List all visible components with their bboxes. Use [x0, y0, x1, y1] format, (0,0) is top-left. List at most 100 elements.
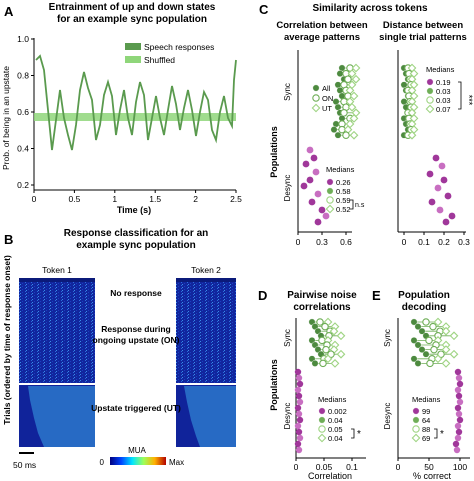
- d-median-marker: [317, 433, 327, 443]
- d-sync-ut-marker: [329, 326, 339, 336]
- c1-xtick-label: 0: [296, 237, 301, 247]
- c1-sync-on-marker: [344, 75, 352, 83]
- c2-median-marker: [426, 96, 434, 104]
- panel-c-title: Similarity across tokens: [312, 3, 427, 14]
- c1-medians-title: Medians: [326, 165, 355, 174]
- e-desync-marker: [456, 398, 464, 406]
- d-median-marker: [318, 407, 326, 415]
- c2-median-value: 0.19: [436, 78, 451, 87]
- d-desync-marker: [296, 416, 304, 424]
- panel-b-ylabel: Trials (ordered by time of response onse…: [2, 255, 12, 425]
- panel-c1-title-line2: average patterns: [284, 32, 360, 43]
- e-xtick-label: 100: [453, 462, 467, 472]
- panel-e-letter: E: [372, 288, 381, 303]
- c1-xtick-label: 0.3: [316, 237, 328, 247]
- c2-desync-marker: [444, 192, 452, 200]
- d-xtick-label: 0.05: [316, 462, 333, 472]
- d-sig-bracket: [351, 428, 355, 439]
- e-desync-marker: [455, 428, 463, 436]
- c1-xtick-label: 0.6: [340, 237, 352, 247]
- mua-colorbar: [110, 457, 166, 465]
- e-sync-ut-marker: [441, 326, 451, 336]
- c1-legend-label: UT: [322, 104, 332, 113]
- panel-e-xlabel: % correct: [413, 471, 452, 481]
- c1-median-marker: [325, 204, 335, 214]
- panel-a-ylabel: Prob. of being in an upstate: [1, 66, 11, 170]
- c1-desync-marker: [318, 206, 326, 214]
- c1-ns-bracket: [350, 199, 354, 210]
- panel-a-ticks: 0.2 0.4 0.6 0.8 1.0 0 0.5 1 1.5 2 2.5: [17, 34, 242, 204]
- d-sync-on-marker: [327, 350, 335, 358]
- e-sync-all-marker: [410, 318, 418, 326]
- c1-ns-label: n.s: [355, 202, 365, 209]
- panel-d-ylabel: Populations: [269, 359, 279, 411]
- colorbar-min: 0: [100, 458, 105, 467]
- panel-a-xlabel: Time (s): [117, 205, 151, 215]
- c1-sync-ut-marker: [349, 114, 359, 123]
- c2-desync-marker: [428, 198, 436, 206]
- panel-a-xtick-label: 0: [32, 194, 37, 204]
- panel-a-ytick-label: 0.2: [17, 180, 29, 190]
- e-sync-all-marker: [410, 336, 418, 344]
- e-sync-all-marker: [422, 350, 430, 358]
- panel-a-title-line2: for an example sync population: [57, 14, 207, 25]
- e-median-value: 88: [422, 425, 430, 434]
- panel-a-xtick-label: 2: [193, 194, 198, 204]
- panel-d-xlabel: Correlation: [308, 471, 352, 481]
- panel-b-title-line1: Response classification for an: [64, 228, 209, 239]
- c1-median-marker: [326, 178, 334, 186]
- c1-legend-marker: [312, 84, 320, 92]
- panel-d-letter: D: [258, 288, 267, 303]
- d-desync-marker: [294, 404, 302, 412]
- c1-median-value: 0.58: [336, 187, 351, 196]
- class-no-response: No response: [110, 288, 162, 298]
- token2-on-block: [176, 282, 236, 383]
- c1-legend-marker: [311, 103, 321, 113]
- panel-b: B Response classification for an example…: [2, 228, 236, 470]
- colorbar-max: Max: [169, 458, 184, 467]
- c1-sync-ut-marker: [349, 130, 359, 140]
- panel-c-sync-label: Sync: [283, 83, 292, 101]
- c2-median-value: 0.03: [436, 87, 451, 96]
- d-sync-ut-marker: [336, 331, 346, 341]
- class-ut: Upstate triggered (UT): [91, 403, 181, 413]
- c1-desync-marker: [306, 146, 314, 154]
- panel-a-ytick-label: 0.8: [17, 71, 29, 81]
- c1-median-value: 0.52: [336, 205, 351, 214]
- c2-median-value: 0.03: [436, 96, 451, 105]
- panel-a: A Entrainment of up and down states for …: [1, 2, 242, 215]
- panel-a-ytick-label: 0.4: [17, 144, 29, 154]
- e-median-marker: [412, 407, 420, 415]
- e-median-value: 64: [422, 416, 430, 425]
- d-sync-ut-marker: [336, 349, 346, 359]
- c2-sig-label: ***: [464, 95, 474, 106]
- d-sync-ut-marker: [330, 359, 340, 368]
- e-desync-marker: [454, 368, 462, 376]
- token1-raster: [19, 278, 95, 447]
- c1-desync-marker: [306, 176, 314, 184]
- c1-legend-label: All: [322, 84, 331, 93]
- c1-desync-marker: [314, 218, 322, 226]
- c2-desync-marker: [448, 212, 456, 220]
- e-xtick-label: 50: [424, 462, 434, 472]
- panel-d-sync-label: Sync: [283, 329, 292, 347]
- e-desync-marker: [454, 404, 462, 412]
- d-xtick-label: 0: [294, 462, 299, 472]
- e-desync-marker: [454, 422, 462, 430]
- e-desync-marker: [455, 392, 463, 400]
- token2-no-response-band: [176, 278, 236, 282]
- e-sync-ut-marker: [433, 354, 443, 364]
- d-desync-marker: [296, 398, 304, 406]
- d-desync-marker: [294, 440, 302, 448]
- c1-desync-marker: [300, 182, 308, 190]
- c2-xtick-label: 0.2: [438, 237, 450, 247]
- class-on-line2: ongoing upstate (ON): [93, 335, 180, 345]
- legend-label-speech: Speech responses: [144, 42, 214, 52]
- e-desync-marker: [455, 374, 463, 382]
- e-sync-all-marker: [418, 346, 426, 353]
